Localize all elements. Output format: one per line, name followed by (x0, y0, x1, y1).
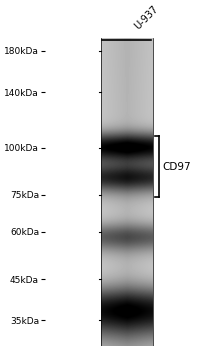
Text: U-937: U-937 (133, 4, 161, 31)
Text: CD97: CD97 (163, 162, 191, 172)
